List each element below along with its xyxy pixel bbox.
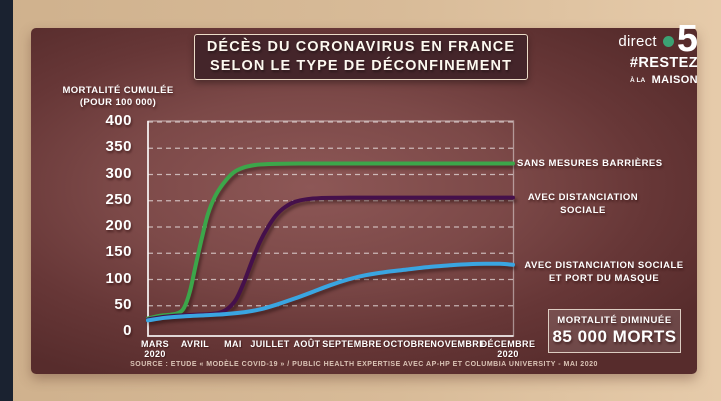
x-label-1: AVRIL: [180, 339, 210, 349]
y-tick-300: 300: [105, 164, 132, 182]
chart-title: DÉCÈS DU CORONAVIRUS EN FRANCE SELON LE …: [194, 34, 528, 80]
axes-lines: [147, 121, 514, 337]
y-tick-400: 400: [105, 112, 132, 129]
x-label-5: SEPTEMBRE: [322, 339, 382, 349]
hashtag-maison: À LA MAISON: [568, 70, 698, 88]
y-tick-100: 100: [105, 269, 132, 287]
letterbox-bar: [0, 0, 13, 401]
x-label-7: NOVEMBRE: [430, 339, 486, 349]
x-label-0: MARS 2020: [140, 339, 170, 359]
direct-label: direct: [618, 32, 657, 50]
series-line-2: [146, 261, 515, 323]
y-axis-title: MORTALITÉ CUMULÉE (POUR 100 000): [60, 85, 176, 109]
hashtag-restez: #RESTEZ: [629, 55, 698, 71]
direct-row: direct 5: [568, 20, 698, 58]
channel-number: 5: [676, 18, 698, 60]
y-tick-150: 150: [105, 243, 132, 261]
legend-item-1: AVEC DISTANCIATION SOCIALE: [527, 192, 639, 216]
y-axis-title-line2: (POUR 100 000): [79, 97, 157, 108]
x-label-3: JUILLET: [250, 339, 290, 349]
callout-value: 85 000 MORTS: [552, 327, 677, 346]
reduced-mortality-callout: MORTALITÉ DIMINUÉE 85 000 MORTS: [548, 309, 681, 353]
y-tick-350: 350: [105, 138, 132, 156]
x-label-8: DÉCEMBRE 2020: [480, 339, 536, 359]
chart-title-line1: DÉCÈS DU CORONAVIRUS EN FRANCE: [206, 39, 516, 55]
legend-item-0: SANS MESURES BARRIÈRES: [517, 158, 663, 169]
y-tick-200: 200: [105, 217, 132, 234]
y-axis-title-line1: MORTALITÉ CUMULÉE: [62, 85, 174, 96]
channel-logo: direct 5 #RESTEZ À LA MAISON: [568, 20, 698, 88]
series-line-0: [146, 161, 515, 321]
x-label-4: AOÛT: [293, 339, 321, 349]
a-la-label: À LA: [629, 77, 646, 84]
source-credit: SOURCE : ETUDE « MODÈLE COVID-19 » / PUB…: [130, 361, 598, 368]
callout-label: MORTALITÉ DIMINUÉE: [557, 315, 672, 326]
y-tick-50: 50: [114, 295, 132, 313]
y-tick-0: 0: [123, 322, 132, 339]
maison-label: MAISON: [651, 74, 698, 86]
x-label-2: MAI: [224, 339, 242, 349]
legend-item-2: AVEC DISTANCIATION SOCIALE ET PORT DU MAS…: [524, 260, 684, 284]
france5-dot-icon: [662, 35, 674, 47]
x-label-6: OCTOBRE: [383, 339, 431, 349]
series-line-1: [146, 195, 515, 322]
chart-title-line2: SELON LE TYPE DE DÉCONFINEMENT: [209, 58, 513, 74]
y-tick-250: 250: [105, 190, 132, 208]
series-lines: [146, 161, 515, 323]
